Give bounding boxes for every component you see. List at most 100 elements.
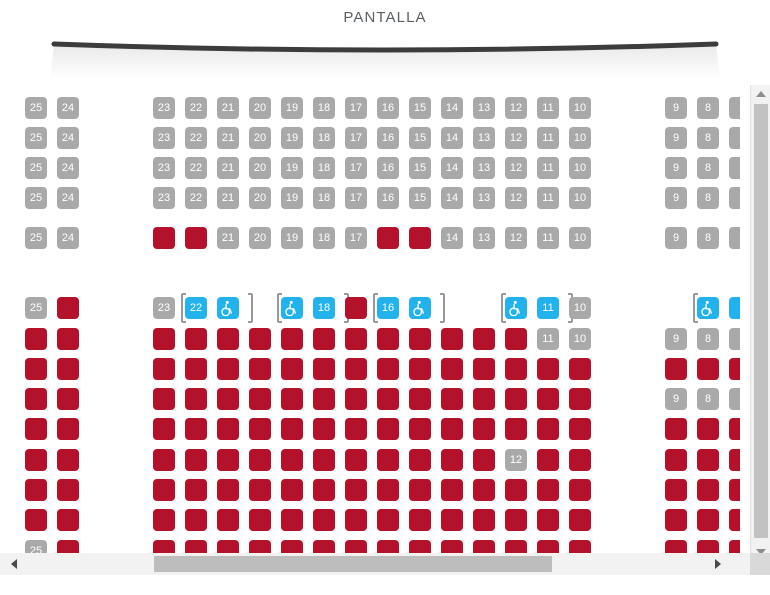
seat-available-19[interactable]: 19: [281, 97, 303, 119]
wheelchair-icon[interactable]: [217, 297, 239, 319]
seat-available[interactable]: [729, 157, 740, 179]
seat-available-17[interactable]: 17: [345, 97, 367, 119]
seat-available-13[interactable]: 13: [473, 127, 495, 149]
seat-available-12[interactable]: 12: [505, 157, 527, 179]
seat-available-15[interactable]: 15: [409, 97, 431, 119]
seat-available-14[interactable]: 14: [441, 97, 463, 119]
seat-available-20[interactable]: 20: [249, 97, 271, 119]
seat-available-17[interactable]: 17: [345, 127, 367, 149]
seat-available-24[interactable]: 24: [57, 187, 79, 209]
seat-available-11[interactable]: 11: [537, 187, 559, 209]
seat-available-8[interactable]: 8: [697, 127, 719, 149]
wheelchair-icon[interactable]: [409, 297, 431, 319]
seat-available-20[interactable]: 20: [249, 157, 271, 179]
chevron-down-icon[interactable]: [751, 543, 770, 560]
seat-available-11[interactable]: 11: [537, 97, 559, 119]
seat-available-23[interactable]: 23: [153, 297, 175, 319]
seat-available[interactable]: [729, 127, 740, 149]
seat-available-17[interactable]: 17: [345, 187, 367, 209]
seat-available-9[interactable]: 9: [665, 187, 687, 209]
seat-available-22[interactable]: 22: [185, 187, 207, 209]
chevron-left-icon[interactable]: [4, 553, 24, 575]
seat-available-22[interactable]: 22: [185, 127, 207, 149]
seat-available-18[interactable]: 18: [313, 127, 335, 149]
seat-available-11[interactable]: 11: [537, 328, 559, 350]
seat-available-10[interactable]: 10: [569, 297, 591, 319]
seat-available-14[interactable]: 14: [441, 187, 463, 209]
seat-available-9[interactable]: 9: [665, 157, 687, 179]
seat-available-10[interactable]: 10: [569, 328, 591, 350]
seat-available-8[interactable]: 8: [697, 227, 719, 249]
seat-available-19[interactable]: 19: [281, 127, 303, 149]
seat-available-20[interactable]: 20: [249, 127, 271, 149]
seat-accessible-18[interactable]: 18: [313, 297, 335, 319]
seat-available-25[interactable]: 25: [25, 297, 47, 319]
seat-available-25[interactable]: 25: [25, 97, 47, 119]
seat-available-14[interactable]: 14: [441, 227, 463, 249]
seat-available-9[interactable]: 9: [665, 127, 687, 149]
seat-available-23[interactable]: 23: [153, 187, 175, 209]
horizontal-scrollbar[interactable]: [0, 553, 750, 575]
seat-available[interactable]: [729, 388, 740, 410]
vertical-scrollbar-thumb[interactable]: [754, 104, 768, 538]
seat-accessible-22[interactable]: 22: [185, 297, 207, 319]
wheelchair-icon[interactable]: [281, 297, 303, 319]
seat-available-19[interactable]: 19: [281, 187, 303, 209]
seat-available-8[interactable]: 8: [697, 388, 719, 410]
seat-available-23[interactable]: 23: [153, 97, 175, 119]
wheelchair-icon[interactable]: [505, 297, 527, 319]
seat-available[interactable]: [729, 227, 740, 249]
chevron-up-icon[interactable]: [751, 85, 770, 102]
seat-available-23[interactable]: 23: [153, 157, 175, 179]
chevron-right-icon[interactable]: [708, 553, 728, 575]
seat-available-8[interactable]: 8: [697, 328, 719, 350]
seat-available-12[interactable]: 12: [505, 97, 527, 119]
seat-accessible[interactable]: [729, 297, 740, 319]
seat-available-14[interactable]: 14: [441, 157, 463, 179]
seat-available-23[interactable]: 23: [153, 127, 175, 149]
seat-available-18[interactable]: 18: [313, 97, 335, 119]
seat-available-17[interactable]: 17: [345, 157, 367, 179]
seat-available-16[interactable]: 16: [377, 127, 399, 149]
seat-available-24[interactable]: 24: [57, 127, 79, 149]
seat-available-13[interactable]: 13: [473, 157, 495, 179]
seat-available[interactable]: [729, 187, 740, 209]
seat-available-12[interactable]: 12: [505, 127, 527, 149]
seat-available-25[interactable]: 25: [25, 227, 47, 249]
seat-available-21[interactable]: 21: [217, 127, 239, 149]
seat-available-19[interactable]: 19: [281, 227, 303, 249]
seat-available-8[interactable]: 8: [697, 97, 719, 119]
horizontal-scrollbar-thumb[interactable]: [154, 556, 552, 572]
seat-available-18[interactable]: 18: [313, 157, 335, 179]
seat-available-21[interactable]: 21: [217, 157, 239, 179]
seat-available-12[interactable]: 12: [505, 227, 527, 249]
seat-available-14[interactable]: 14: [441, 127, 463, 149]
seat-available-24[interactable]: 24: [57, 227, 79, 249]
seat-available-11[interactable]: 11: [537, 127, 559, 149]
seat-available-13[interactable]: 13: [473, 227, 495, 249]
seat-accessible-16[interactable]: 16: [377, 297, 399, 319]
seat-available-11[interactable]: 11: [537, 157, 559, 179]
seat-available-17[interactable]: 17: [345, 227, 367, 249]
seat-available-9[interactable]: 9: [665, 227, 687, 249]
seat-available-25[interactable]: 25: [25, 127, 47, 149]
seat-available-16[interactable]: 16: [377, 187, 399, 209]
seat-available-11[interactable]: 11: [537, 227, 559, 249]
seat-available-10[interactable]: 10: [569, 127, 591, 149]
seat-available-8[interactable]: 8: [697, 157, 719, 179]
seat-available-15[interactable]: 15: [409, 157, 431, 179]
seat-available-20[interactable]: 20: [249, 187, 271, 209]
seat-available-20[interactable]: 20: [249, 227, 271, 249]
seat-available-24[interactable]: 24: [57, 97, 79, 119]
wheelchair-icon[interactable]: [697, 297, 719, 319]
seat-available-21[interactable]: 21: [217, 227, 239, 249]
vertical-scrollbar[interactable]: [750, 85, 770, 560]
seat-available-10[interactable]: 10: [569, 227, 591, 249]
seat-available-22[interactable]: 22: [185, 157, 207, 179]
seat-available-16[interactable]: 16: [377, 97, 399, 119]
seat-available-10[interactable]: 10: [569, 187, 591, 209]
seat-available-10[interactable]: 10: [569, 97, 591, 119]
seat-available-15[interactable]: 15: [409, 127, 431, 149]
seat-available-18[interactable]: 18: [313, 187, 335, 209]
seat-available-8[interactable]: 8: [697, 187, 719, 209]
